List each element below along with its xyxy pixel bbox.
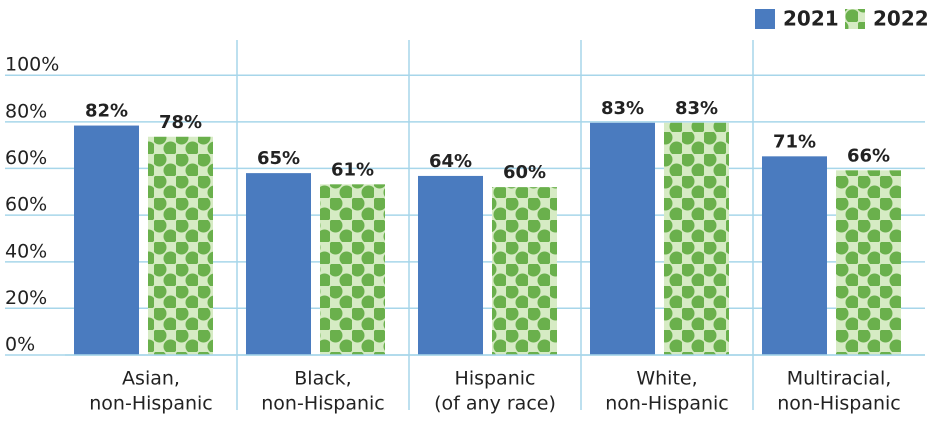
x-tick-label: Asian, bbox=[122, 368, 180, 390]
bar bbox=[836, 170, 901, 355]
x-tick-label: non-Hispanic bbox=[777, 393, 901, 415]
bar bbox=[320, 184, 385, 355]
y-tick-label: 20% bbox=[5, 287, 47, 309]
value-label: 83% bbox=[601, 98, 644, 119]
value-label: 66% bbox=[847, 145, 890, 166]
bar bbox=[418, 175, 483, 355]
bar bbox=[74, 125, 139, 355]
value-label: 64% bbox=[429, 151, 472, 172]
bar bbox=[492, 187, 557, 355]
y-tick-label: 60% bbox=[5, 147, 47, 169]
legend-swatch bbox=[845, 9, 865, 29]
legend-swatch bbox=[755, 9, 775, 29]
x-tick-label: Black, bbox=[294, 368, 351, 390]
value-label: 71% bbox=[773, 131, 816, 152]
y-tick-label: 60% bbox=[5, 194, 47, 216]
bar bbox=[246, 173, 311, 355]
bar bbox=[664, 122, 729, 355]
x-tick-label: Multiracial, bbox=[787, 368, 892, 390]
x-tick-label: non-Hispanic bbox=[261, 393, 385, 415]
y-tick-label: 100% bbox=[5, 54, 59, 76]
value-label: 61% bbox=[331, 159, 374, 180]
value-label: 78% bbox=[159, 112, 202, 133]
legend-label: 2022 bbox=[873, 7, 929, 31]
value-label: 65% bbox=[257, 148, 300, 169]
y-tick-label: 0% bbox=[5, 334, 35, 356]
bar bbox=[762, 156, 827, 355]
value-label: 83% bbox=[675, 98, 718, 119]
legend-label: 2021 bbox=[783, 7, 839, 31]
bar bbox=[590, 122, 655, 355]
x-tick-label: (of any race) bbox=[434, 393, 556, 415]
x-tick-label: White, bbox=[636, 368, 697, 390]
x-tick-label: Hispanic bbox=[455, 368, 536, 390]
x-tick-label: non-Hispanic bbox=[89, 393, 213, 415]
value-label: 82% bbox=[85, 101, 128, 122]
y-tick-label: 80% bbox=[5, 100, 47, 122]
value-label: 60% bbox=[503, 162, 546, 183]
bar bbox=[148, 136, 213, 355]
x-tick-label: non-Hispanic bbox=[605, 393, 729, 415]
y-tick-label: 40% bbox=[5, 240, 47, 262]
